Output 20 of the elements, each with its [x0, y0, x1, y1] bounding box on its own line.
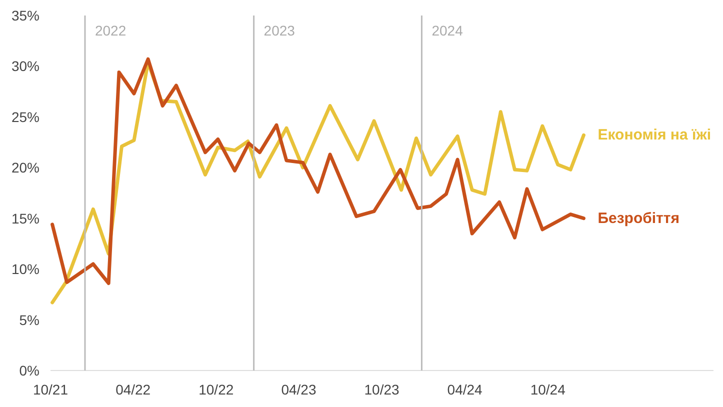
ref-line-label: 2023	[264, 22, 296, 38]
x-tick-label: 04/22	[116, 382, 151, 398]
ref-line-label: 2024	[432, 22, 464, 38]
series-label: Економія на їжі	[598, 126, 711, 144]
y-tick-label: 10%	[11, 261, 40, 278]
x-tick-label: 10/23	[364, 382, 400, 398]
y-tick-label: 15%	[11, 210, 40, 226]
y-tick-label: 0%	[19, 362, 40, 378]
y-tick-label: 5%	[19, 312, 40, 328]
ref-line-label: 2022	[94, 22, 126, 38]
x-tick-label: 10/21	[32, 382, 68, 398]
x-tick-label: 04/23	[281, 382, 316, 398]
x-tick-label: 04/24	[447, 382, 483, 398]
y-tick-label: 25%	[11, 108, 40, 125]
series-label: Безробіття	[598, 210, 680, 227]
y-tick-label: 30%	[11, 58, 40, 74]
y-tick-label: 20%	[11, 160, 40, 176]
x-tick-label: 10/24	[530, 382, 566, 398]
y-tick-label: 35%	[11, 8, 40, 24]
x-tick-label: 10/22	[198, 382, 234, 398]
